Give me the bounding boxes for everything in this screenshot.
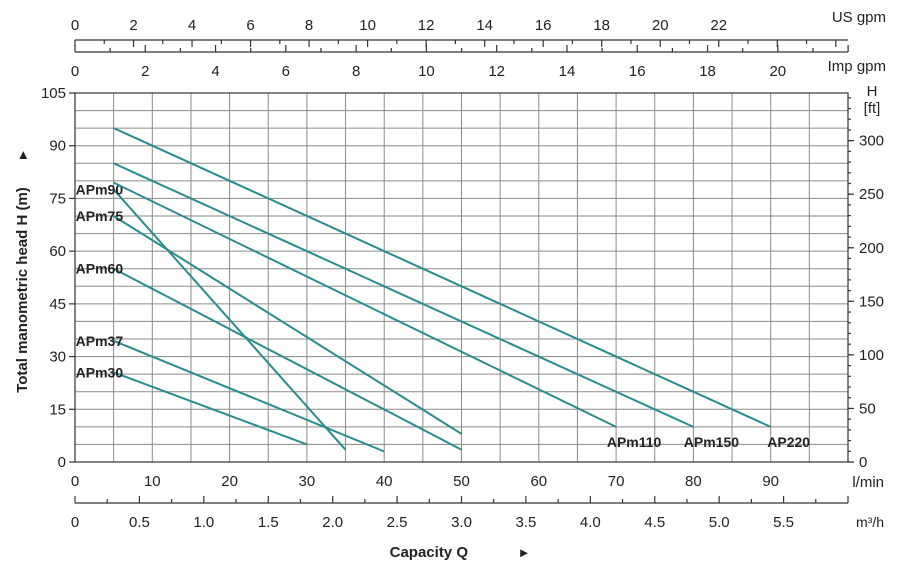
m3h-axis-tick-label: 5.0 bbox=[709, 514, 730, 531]
ft-tick-label: 0 bbox=[859, 454, 867, 471]
ft-tick-label: 100 bbox=[859, 347, 884, 364]
series-line-apm110 bbox=[113, 181, 617, 428]
x-tick-label: 40 bbox=[376, 473, 393, 490]
m3h-axis-label: m³/h bbox=[856, 514, 884, 530]
series-line-apm60 bbox=[113, 267, 462, 451]
m3h-axis-tick-label: 2.5 bbox=[387, 514, 408, 531]
series-label-apm37: APm37 bbox=[76, 333, 124, 349]
ft-tick-label: 200 bbox=[859, 240, 884, 257]
ft-tick-label: 300 bbox=[859, 133, 884, 150]
m3h-axis-tick-label: 0 bbox=[71, 514, 79, 531]
series-line-apm75 bbox=[113, 215, 463, 435]
series-line-apm30 bbox=[113, 371, 308, 446]
us-gpm-axis-tick-label: 4 bbox=[188, 17, 196, 34]
series-label-apm90: APm90 bbox=[76, 182, 124, 198]
imp-gpm-axis-tick-label: 18 bbox=[699, 63, 716, 80]
x-tick-label: 30 bbox=[299, 473, 316, 490]
grid bbox=[74, 92, 849, 463]
ft-tick-label: 50 bbox=[859, 400, 876, 417]
series-line-apm37 bbox=[113, 339, 385, 453]
us-gpm-axis-tick-label: 6 bbox=[246, 17, 254, 34]
x-tick-label: 10 bbox=[144, 473, 161, 490]
lmin-axis-label: l/min bbox=[852, 474, 884, 491]
right-axis-unit: [ft] bbox=[864, 100, 881, 117]
us-gpm-axis-tick-label: 18 bbox=[593, 17, 610, 34]
imp-gpm-axis-tick-label: 16 bbox=[629, 63, 646, 80]
us-gpm-axis-label: US gpm bbox=[832, 9, 886, 26]
series-lines: APm30 APm37 APm60 APm75 APm90 APm110 APm150 AP2… bbox=[76, 127, 810, 453]
x-axis-title: Capacity Q bbox=[390, 544, 469, 561]
m3h-axis-tick-label: 1.0 bbox=[193, 514, 214, 531]
series-label-apm110: APm110 bbox=[607, 434, 662, 450]
series-label-apm75: APm75 bbox=[76, 208, 124, 224]
series-label-ap220: AP220 bbox=[767, 434, 810, 450]
imp-gpm-axis-tick-label: 8 bbox=[352, 63, 360, 80]
series-label-apm150: APm150 bbox=[684, 434, 739, 450]
imp-gpm-axis-tick-label: 10 bbox=[418, 63, 435, 80]
right-axis-title: H bbox=[867, 83, 878, 100]
us-gpm-axis-tick-label: 0 bbox=[71, 17, 79, 34]
imp-gpm-axis-tick-label: 14 bbox=[559, 63, 576, 80]
plot-frame bbox=[74, 92, 849, 463]
m3h-axis-tick-label: 3.0 bbox=[451, 514, 472, 531]
us-gpm-axis-tick-label: 8 bbox=[305, 17, 313, 34]
m3h-axis-tick-label: 4.0 bbox=[580, 514, 601, 531]
x-tick-label: 90 bbox=[762, 473, 779, 490]
series-label-apm60: APm60 bbox=[76, 261, 124, 277]
y-axis-title: Total manometric head H (m) bbox=[14, 187, 31, 393]
ft-tick-label: 150 bbox=[859, 293, 884, 310]
series-label-apm30: APm30 bbox=[76, 364, 124, 380]
us-gpm-axis-tick-label: 2 bbox=[129, 17, 137, 34]
m3h-axis-tick-label: 2.0 bbox=[322, 514, 343, 531]
m3h-axis-tick-label: 5.5 bbox=[773, 514, 794, 531]
y-tick-label: 30 bbox=[49, 349, 66, 366]
imp-gpm-axis-tick-label: 4 bbox=[211, 63, 219, 80]
x-tick-label: 60 bbox=[530, 473, 547, 490]
us-gpm-axis-tick-label: 20 bbox=[652, 17, 669, 34]
series-line-ap220 bbox=[113, 127, 772, 428]
series-line-apm90 bbox=[112, 188, 347, 451]
x-tick-label: 80 bbox=[685, 473, 702, 490]
m3h-axis-tick-label: 4.5 bbox=[644, 514, 665, 531]
y-tick-label: 105 bbox=[41, 85, 66, 102]
m3h-axis-tick-label: 3.5 bbox=[515, 514, 536, 531]
x-tick-label: 0 bbox=[71, 473, 79, 490]
imp-gpm-axis-tick-label: 20 bbox=[769, 63, 786, 80]
y-tick-label: 75 bbox=[49, 190, 66, 207]
y-tick-label: 0 bbox=[58, 454, 66, 471]
us-gpm-axis-tick-label: 10 bbox=[359, 17, 376, 34]
x-tick-label: 50 bbox=[453, 473, 470, 490]
y-tick-label: 45 bbox=[49, 296, 66, 313]
y-tick-label: 15 bbox=[49, 401, 66, 418]
us-gpm-axis-tick-label: 22 bbox=[710, 17, 727, 34]
imp-gpm-axis-label: Imp gpm bbox=[828, 58, 886, 75]
us-gpm-axis-tick-label: 14 bbox=[476, 17, 493, 34]
us-gpm-axis-tick-label: 12 bbox=[418, 17, 435, 34]
m3h-axis-tick-label: 1.5 bbox=[258, 514, 279, 531]
axis-labels: Capacity Q ► Total manometric head H (m)… bbox=[14, 9, 886, 561]
x-tick-label: 70 bbox=[608, 473, 625, 490]
imp-gpm-axis-tick-label: 0 bbox=[71, 63, 79, 80]
x-tick-label: 20 bbox=[221, 473, 238, 490]
imp-gpm-axis-tick-label: 12 bbox=[488, 63, 505, 80]
y-axis-arrow: ► bbox=[15, 149, 30, 162]
x-axis-arrow: ► bbox=[518, 545, 531, 560]
series-line-apm150 bbox=[113, 162, 694, 428]
imp-gpm-axis-tick-label: 2 bbox=[141, 63, 149, 80]
y-tick-label: 90 bbox=[49, 138, 66, 155]
ft-tick-label: 250 bbox=[859, 186, 884, 203]
imp-gpm-axis-tick-label: 6 bbox=[282, 63, 290, 80]
y-tick-label: 60 bbox=[49, 243, 66, 260]
m3h-axis-tick-label: 0.5 bbox=[129, 514, 150, 531]
us-gpm-axis-tick-label: 16 bbox=[535, 17, 552, 34]
